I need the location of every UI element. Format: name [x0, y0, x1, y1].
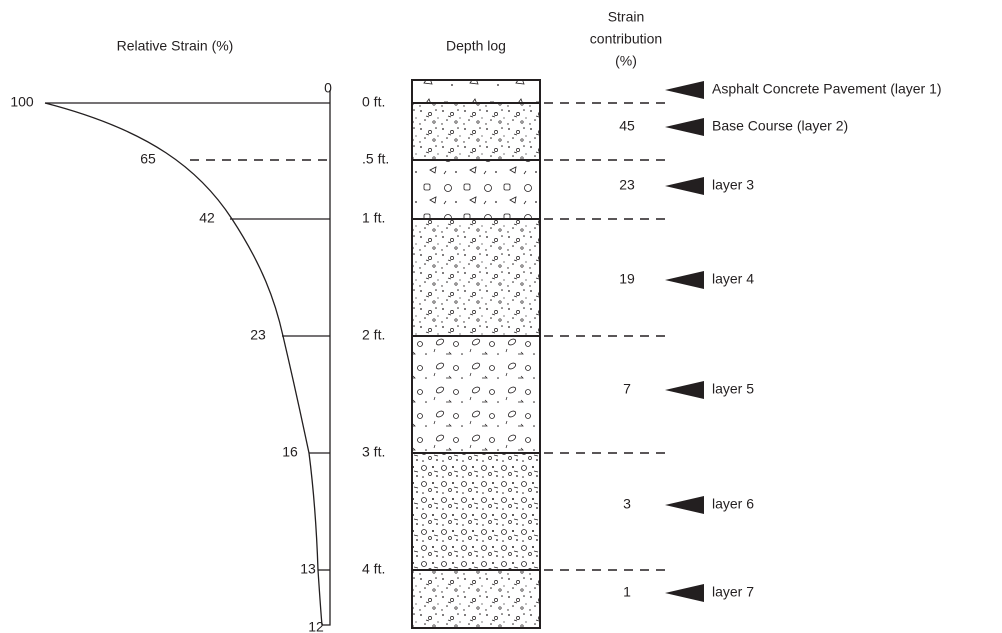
arrow — [665, 271, 704, 289]
arrow — [665, 584, 704, 602]
strain-curve — [45, 103, 322, 625]
layer-label: Base Course (layer 2) — [712, 118, 848, 134]
contribution: 3 — [623, 496, 631, 512]
arrow — [665, 118, 704, 136]
layer-fill — [412, 336, 540, 453]
header: Depth log — [446, 38, 506, 54]
contribution: 1 — [623, 584, 631, 600]
layer-label: layer 5 — [712, 381, 754, 397]
arrow — [665, 496, 704, 514]
strain-label: 0 — [324, 80, 332, 96]
depth-log — [412, 80, 540, 628]
layer-label: layer 4 — [712, 271, 754, 287]
layer-fill — [412, 219, 540, 336]
layer-fill — [412, 80, 540, 103]
header: (%) — [615, 53, 637, 69]
arrow — [665, 381, 704, 399]
contribution: 19 — [619, 271, 635, 287]
layer-label: Asphalt Concrete Pavement (layer 1) — [712, 81, 942, 97]
header: Relative Strain (%) — [117, 38, 234, 54]
layer-label: layer 7 — [712, 584, 754, 600]
contribution: 7 — [623, 381, 631, 397]
contribution: 23 — [619, 177, 635, 193]
depth-label: 0 ft. — [362, 94, 385, 110]
strain-label: 100 — [10, 94, 34, 110]
layer-label: layer 3 — [712, 177, 754, 193]
diagram: Relative Strain (%) Depth log Strain con… — [0, 0, 1002, 633]
page: Relative Strain (%) Depth log Strain con… — [0, 0, 1002, 633]
depth-label: .5 ft. — [362, 151, 389, 167]
header: Strain — [608, 9, 645, 25]
strain-label: 65 — [140, 151, 156, 167]
strain-axis — [322, 90, 330, 625]
strain-label: 16 — [282, 444, 298, 460]
strain-label: 12 — [308, 619, 324, 633]
strain-label: 23 — [250, 327, 266, 343]
depth-label: 3 ft. — [362, 444, 385, 460]
layer-fill — [412, 570, 540, 628]
depth-label: 1 ft. — [362, 210, 385, 226]
depth-label: 4 ft. — [362, 561, 385, 577]
arrow — [665, 177, 704, 195]
layer-fill — [412, 160, 540, 219]
depth-label: 2 ft. — [362, 327, 385, 343]
layer-fill — [412, 453, 540, 570]
strain-label: 42 — [199, 210, 215, 226]
layer-label: layer 6 — [712, 496, 754, 512]
strain-label: 13 — [300, 561, 316, 577]
header: contribution — [590, 31, 662, 47]
layer-fill — [412, 103, 540, 160]
contribution: 45 — [619, 118, 635, 134]
arrow — [665, 81, 704, 99]
